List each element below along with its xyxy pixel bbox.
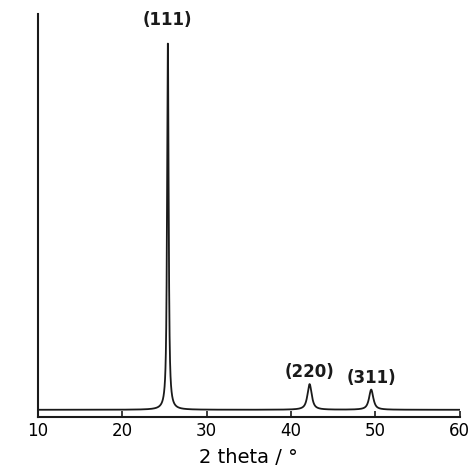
Text: (111): (111) — [143, 11, 192, 29]
Text: (311): (311) — [346, 369, 396, 387]
Text: (220): (220) — [285, 363, 335, 381]
X-axis label: 2 theta / °: 2 theta / ° — [200, 448, 298, 467]
